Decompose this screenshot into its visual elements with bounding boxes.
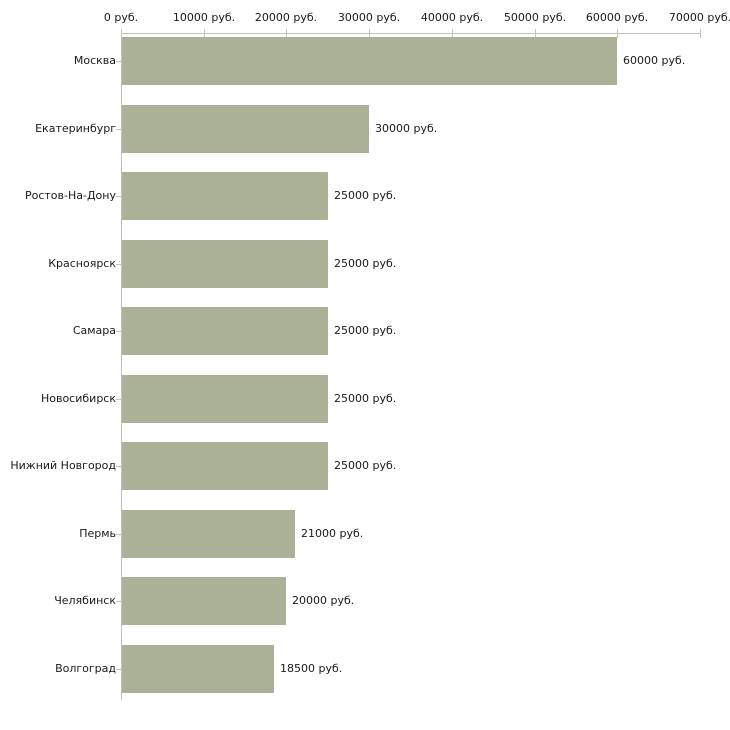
x-axis-tick-label: 10000 руб. bbox=[172, 11, 236, 24]
bar bbox=[122, 442, 328, 490]
category-label: Ростов-На-Дону bbox=[24, 189, 116, 202]
x-axis-tick-mark bbox=[452, 29, 453, 38]
category-label: Самара bbox=[72, 324, 116, 337]
x-axis-tick-label: 70000 руб. bbox=[668, 11, 730, 24]
bar bbox=[122, 510, 295, 558]
x-axis-tick-label: 60000 руб. bbox=[585, 11, 649, 24]
x-axis-tick-mark bbox=[204, 29, 205, 38]
bar-value-label: 25000 руб. bbox=[334, 459, 397, 472]
x-axis-tick-mark bbox=[121, 29, 122, 38]
x-axis-tick-mark bbox=[700, 29, 701, 38]
bar bbox=[122, 172, 328, 220]
bar-value-label: 30000 руб. bbox=[375, 122, 438, 135]
category-label: Красноярск bbox=[48, 257, 116, 270]
category-tick-mark bbox=[116, 466, 121, 467]
bar bbox=[122, 577, 286, 625]
bar bbox=[122, 240, 328, 288]
x-axis-tick-label: 30000 руб. bbox=[337, 11, 401, 24]
x-axis-tick-mark bbox=[617, 29, 618, 38]
category-label: Москва bbox=[73, 54, 116, 67]
category-tick-mark bbox=[116, 331, 121, 332]
x-axis-tick-mark bbox=[286, 29, 287, 38]
x-axis-tick-label: 20000 руб. bbox=[254, 11, 318, 24]
bar-value-label: 21000 руб. bbox=[301, 527, 364, 540]
x-axis-line bbox=[121, 33, 701, 34]
category-tick-mark bbox=[116, 129, 121, 130]
bar bbox=[122, 105, 369, 153]
category-tick-mark bbox=[116, 196, 121, 197]
bar-value-label: 25000 руб. bbox=[334, 392, 397, 405]
category-label: Пермь bbox=[79, 527, 116, 540]
category-tick-mark bbox=[116, 601, 121, 602]
bar-value-label: 25000 руб. bbox=[334, 324, 397, 337]
x-axis-tick-mark bbox=[369, 29, 370, 38]
category-label: Волгоград bbox=[55, 662, 116, 675]
category-tick-mark bbox=[116, 534, 121, 535]
bar-value-label: 18500 руб. bbox=[280, 662, 343, 675]
category-label: Челябинск bbox=[54, 594, 116, 607]
x-axis-tick-mark bbox=[535, 29, 536, 38]
category-label: Екатеринбург bbox=[35, 122, 116, 135]
x-axis-tick-label: 50000 руб. bbox=[503, 11, 567, 24]
category-tick-mark bbox=[116, 264, 121, 265]
bar-value-label: 25000 руб. bbox=[334, 257, 397, 270]
y-axis-line bbox=[121, 33, 122, 700]
bar bbox=[122, 645, 274, 693]
x-axis-tick-label: 0 руб. bbox=[103, 11, 139, 24]
bar bbox=[122, 307, 328, 355]
category-tick-mark bbox=[116, 669, 121, 670]
x-axis-tick-label: 40000 руб. bbox=[420, 11, 484, 24]
category-label: Новосибирск bbox=[40, 392, 116, 405]
bar bbox=[122, 37, 617, 85]
bar-value-label: 20000 руб. bbox=[292, 594, 355, 607]
category-tick-mark bbox=[116, 399, 121, 400]
bar-value-label: 60000 руб. bbox=[623, 54, 686, 67]
bar-value-label: 25000 руб. bbox=[334, 189, 397, 202]
bar bbox=[122, 375, 328, 423]
category-label: Нижний Новгород bbox=[10, 459, 116, 472]
category-tick-mark bbox=[116, 61, 121, 62]
